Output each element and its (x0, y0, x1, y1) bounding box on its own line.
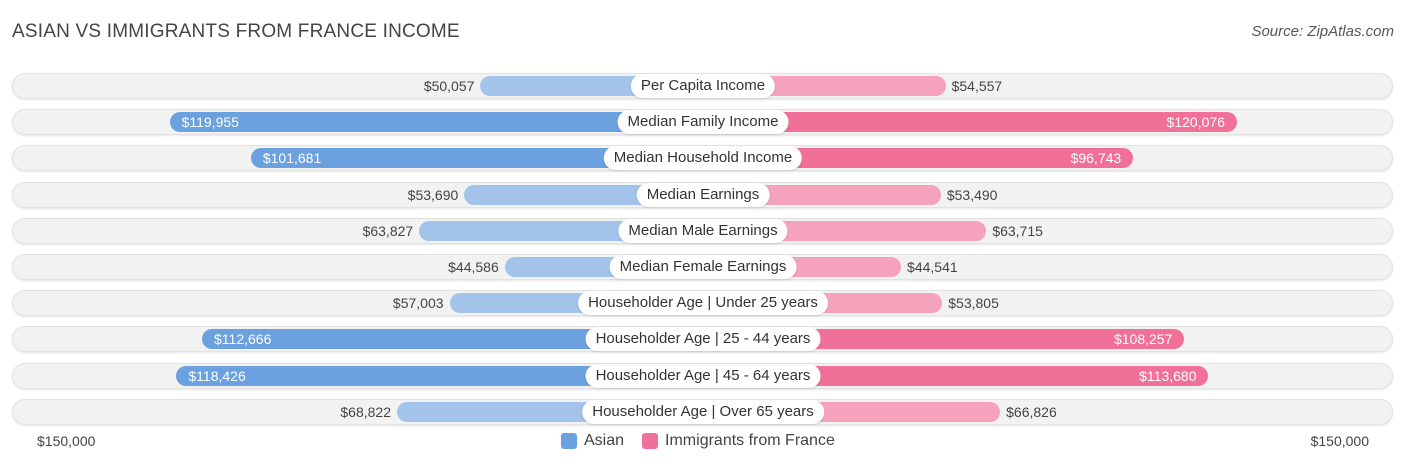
bar-france[interactable] (703, 366, 1209, 386)
category-label: Median Female Earnings (609, 255, 797, 279)
value-label-france: $120,076 (1166, 114, 1225, 130)
axis-right-label: $150,000 (1310, 433, 1369, 449)
bar-france[interactable] (703, 112, 1237, 132)
legend-item-france[interactable]: Immigrants from France (642, 432, 835, 450)
value-label-france: $108,257 (1113, 331, 1173, 347)
value-label-asian: $112,666 (214, 331, 272, 347)
value-label-asian: $50,057 (423, 78, 475, 94)
value-label-france: $66,826 (1006, 404, 1057, 420)
value-label-france: $96,743 (1070, 150, 1122, 166)
bar-row: $68,822 $66,826 Householder Age | Over 65 … (12, 399, 1393, 425)
legend-swatch-asian (561, 433, 577, 449)
bar-row: $112,666 $108,257 Householder Age | 25 - 4… (12, 326, 1393, 352)
bar-france[interactable] (703, 329, 1185, 349)
category-label: Median Male Earnings (618, 219, 788, 243)
chart-title: ASIAN VS IMMIGRANTS FROM FRANCE INCOME (12, 21, 460, 42)
legend-swatch-france (642, 433, 659, 449)
bar-asian[interactable] (176, 366, 703, 386)
value-label-asian: $118,426 (188, 368, 246, 384)
legend-label-france: Immigrants from France (665, 432, 835, 449)
value-label-france: $53,490 (946, 187, 998, 203)
category-label: Per Capita Income (630, 74, 776, 98)
value-label-asian: $68,822 (340, 404, 391, 420)
category-label: Median Family Income (617, 110, 789, 134)
bar-row: $44,586 $44,541 Median Female Earnings (12, 254, 1393, 280)
category-label: Median Earnings (636, 183, 770, 207)
bar-row: $50,057 $54,557 Per Capita Income (12, 73, 1393, 99)
value-label-france: $44,541 (907, 259, 958, 275)
value-label-asian: $44,586 (448, 259, 499, 275)
category-label: Householder Age | 25 - 44 years (585, 327, 821, 351)
bar-row: $101,681 $96,743 Median Household Income (12, 145, 1393, 171)
value-label-asian: $101,681 (262, 150, 322, 166)
bar-row: $63,827 $63,715 Median Male Earnings (12, 218, 1393, 244)
category-label: Householder Age | Over 65 years (582, 400, 824, 424)
value-label-france: $63,715 (992, 223, 1043, 239)
bar-row: $119,955 $120,076 Median Family Income (12, 109, 1393, 135)
bar-row: $53,690 $53,490 Median Earnings (12, 182, 1393, 208)
value-label-asian: $119,955 (181, 114, 239, 130)
category-label: Householder Age | 45 - 64 years (585, 364, 821, 388)
bar-asian[interactable] (169, 112, 703, 132)
value-label-asian: $53,690 (407, 187, 459, 203)
axis-left-label: $150,000 (37, 433, 96, 449)
legend: Asian Immigrants from France (561, 432, 853, 450)
bar-row: $118,426 $113,680 Householder Age | 45 - 6… (12, 363, 1393, 389)
legend-item-asian[interactable]: Asian (561, 432, 624, 450)
value-label-france: $53,805 (948, 295, 999, 311)
bar-france[interactable] (703, 148, 1134, 168)
chart-source: Source: ZipAtlas.com (1251, 23, 1394, 40)
value-label-asian: $57,003 (392, 295, 444, 311)
legend-label-asian: Asian (584, 432, 625, 449)
bar-row: $57,003 $53,805 Householder Age | Under 25… (12, 290, 1393, 316)
category-label: Householder Age | Under 25 years (578, 291, 828, 315)
category-label: Median Household Income (603, 146, 803, 170)
value-label-france: $113,680 (1139, 368, 1197, 384)
value-label-france: $54,557 (951, 78, 1003, 94)
bar-asian[interactable] (250, 148, 703, 168)
value-label-asian: $63,827 (362, 223, 414, 239)
bar-asian[interactable] (202, 329, 703, 349)
